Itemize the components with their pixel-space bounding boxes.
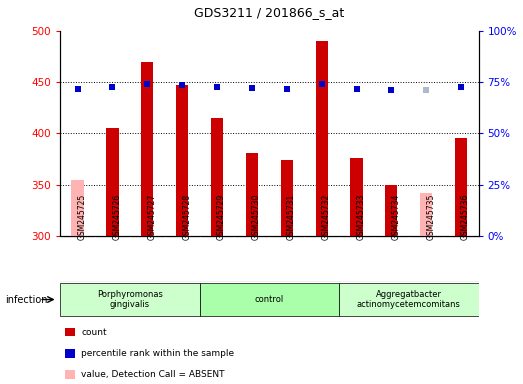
Text: infection: infection: [5, 295, 48, 305]
Text: Aggregatbacter
actinomycetemcomitans: Aggregatbacter actinomycetemcomitans: [357, 290, 461, 309]
Text: GSM245728: GSM245728: [182, 194, 191, 240]
Bar: [106, 128, 119, 236]
Text: Porphyromonas
gingivalis: Porphyromonas gingivalis: [97, 290, 163, 309]
Bar: [211, 118, 223, 236]
Bar: [350, 158, 362, 236]
Text: count: count: [81, 328, 107, 337]
Text: GSM245732: GSM245732: [322, 194, 331, 240]
Bar: [281, 160, 293, 236]
Text: GSM245733: GSM245733: [357, 194, 366, 240]
Text: value, Detection Call = ABSENT: value, Detection Call = ABSENT: [81, 370, 224, 379]
Text: GSM245734: GSM245734: [391, 194, 401, 240]
Text: control: control: [255, 295, 284, 304]
Bar: [176, 85, 188, 236]
Bar: [420, 193, 433, 236]
Bar: [315, 41, 328, 236]
Text: GSM245725: GSM245725: [77, 194, 87, 240]
Text: GDS3211 / 201866_s_at: GDS3211 / 201866_s_at: [194, 6, 345, 19]
Text: GSM245727: GSM245727: [147, 194, 156, 240]
Text: GSM245726: GSM245726: [112, 194, 121, 240]
Bar: [455, 137, 467, 236]
Text: GSM245735: GSM245735: [426, 194, 435, 240]
Bar: [60, 283, 200, 316]
Text: GSM245736: GSM245736: [461, 194, 470, 240]
Text: GSM245729: GSM245729: [217, 194, 226, 240]
Text: percentile rank within the sample: percentile rank within the sample: [81, 349, 234, 358]
Bar: [200, 283, 339, 316]
Bar: [385, 185, 397, 236]
Bar: [141, 61, 153, 236]
Text: GSM245731: GSM245731: [287, 194, 296, 240]
Bar: [339, 283, 479, 316]
Text: GSM245730: GSM245730: [252, 194, 261, 240]
Bar: [246, 153, 258, 236]
Bar: [72, 180, 84, 236]
